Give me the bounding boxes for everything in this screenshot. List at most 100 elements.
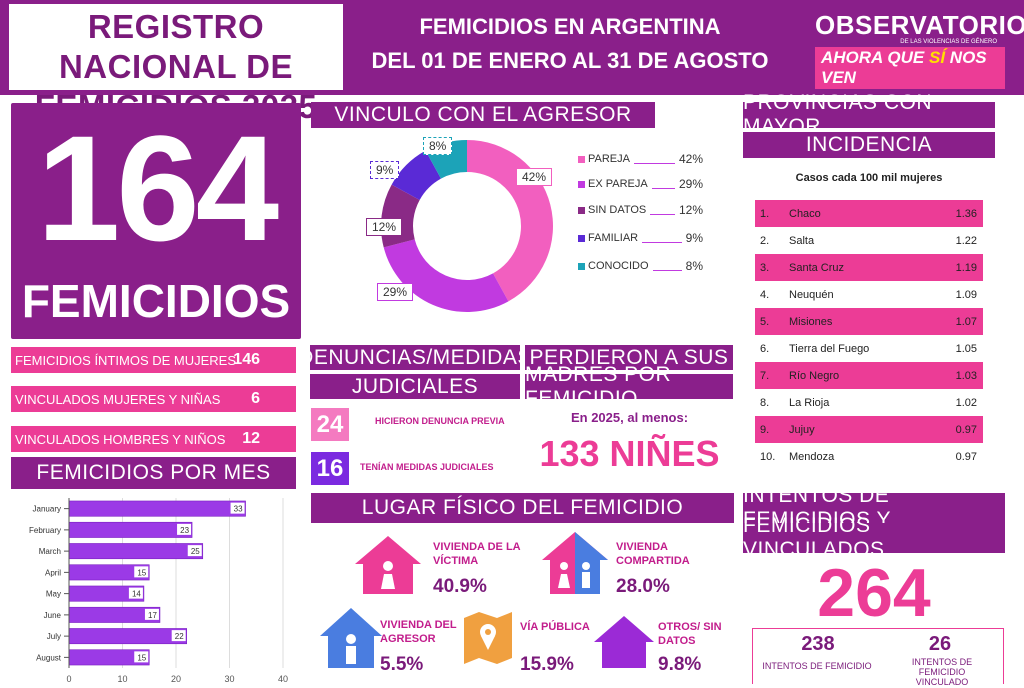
intentos-vinculado-label: INTENTOS DE FEMICIDIO VINCULADO: [911, 657, 973, 687]
denuncia-previa-label: HICIERON DENUNCIA PREVIA: [375, 416, 505, 426]
row-value: 1.03: [955, 369, 977, 382]
data-label: 33: [234, 505, 243, 514]
legend-label: CONOCIDO: [588, 260, 649, 272]
house-shared-icon: [542, 532, 608, 594]
table-row: 3. Santa Cruz 1.19: [755, 254, 983, 281]
stat-value: 146: [233, 351, 260, 368]
place-pct-otros: 9.8%: [658, 654, 702, 675]
row-province: Santa Cruz: [789, 261, 845, 274]
legend-sin-datos: SIN DATOS 12%: [578, 203, 703, 217]
row-value: 1.07: [955, 315, 977, 328]
donut-slice-ex-pareja: [383, 239, 509, 312]
house-other-icon: [594, 616, 654, 668]
provincias-subtitle: Casos cada 100 mil mujeres: [795, 172, 943, 184]
place-name-via-publica: VÍA PÚBLICA: [520, 621, 590, 633]
x-tick-label: 0: [66, 674, 71, 684]
legend-ex-pareja: EX PAREJA 29%: [578, 177, 703, 191]
row-value: 0.97: [955, 423, 977, 436]
monthly-title: FEMICIDIOS POR MES: [11, 457, 296, 489]
logo-slogan-b: NOS VEN: [821, 48, 987, 87]
row-value: 1.36: [955, 207, 977, 220]
data-label: 14: [132, 590, 141, 599]
intentos-femicidio-value: 238: [801, 633, 835, 655]
category-label: February: [29, 526, 61, 535]
data-label-bg: [134, 566, 149, 578]
denuncias-title-line1: DENUNCIAS/MEDIDAS: [298, 345, 532, 370]
data-label-bg: [134, 651, 149, 663]
stat-row-vinculados-mujeres: VINCULADOS MUJERES Y NIÑAS 6: [11, 386, 296, 412]
main-title-line1: REGISTRO NACIONAL DE: [58, 8, 294, 85]
row-rank: 10.: [760, 450, 776, 463]
data-label-bg: [177, 523, 192, 535]
donut-label-conocido: 8%: [423, 137, 453, 155]
row-value: 1.22: [955, 234, 977, 247]
category-label: March: [39, 547, 61, 556]
header-subtitle-line1: FEMICIDIOS EN ARGENTINA: [419, 14, 721, 39]
row-value: 1.05: [955, 342, 977, 355]
row-rank: 9.: [760, 423, 770, 436]
row-rank: 1.: [760, 207, 770, 220]
logo-slogan-a: AHORA QUE: [821, 48, 929, 67]
logo-slogan-si: SÍ: [929, 48, 946, 67]
category-label: January: [33, 505, 61, 514]
donut-slice-pareja: [467, 140, 554, 302]
legend-line: [642, 241, 682, 243]
table-row: 1. Chaco 1.36: [755, 200, 983, 227]
legend-pareja: PAREJA 42%: [578, 152, 703, 166]
data-label-bg: [128, 587, 143, 599]
provincias-table: 1. Chaco 1.36 2. Salta 1.22 3. Santa Cruz 1.19…: [755, 200, 983, 470]
legend-swatch: [578, 234, 585, 242]
place-name-agresor: VIVIENDA DEL AGRESOR: [380, 619, 457, 645]
intentos-title-line2: FEMICIDIOS VINCULADOS: [743, 514, 1005, 561]
vinculo-title: VINCULO CON EL AGRESOR: [311, 102, 655, 128]
table-row: 2. Salta 1.22: [755, 227, 983, 254]
stat-row-intimos: FEMICIDIOS ÍNTIMOS DE MUJERES 146: [11, 347, 296, 373]
bar: [68, 628, 187, 645]
table-row: 8. La Rioja 1.02: [755, 389, 983, 416]
ninos-subtitle: En 2025, al menos:: [570, 410, 689, 425]
place-pct-victima: 40.9%: [433, 576, 487, 597]
donut-label-sin-datos: 12%: [366, 218, 403, 236]
donut-label-ex-pareja: 29%: [377, 283, 414, 301]
donut-label-familiar: 9%: [370, 161, 400, 179]
row-value: 1.09: [955, 288, 977, 301]
row-value: 1.19: [955, 261, 977, 274]
stat-label: VINCULADOS MUJERES Y NIÑAS: [15, 391, 221, 407]
row-province: Neuquén: [789, 288, 834, 301]
bar: [68, 543, 204, 560]
legend-percent: 42%: [678, 152, 703, 166]
row-province: Mendoza: [789, 450, 835, 463]
house-aggressor-icon: [320, 608, 382, 668]
total-number: 164: [36, 104, 279, 272]
map-icon: [464, 612, 512, 664]
logo-name: OBSERVATORIO: [815, 10, 1024, 40]
row-province: Río Negro: [789, 369, 840, 382]
stat-value: 12: [242, 430, 260, 447]
provincias-title-line2: INCIDENCIA: [743, 132, 995, 158]
total-box: 164 FEMICIDIOS: [11, 103, 301, 339]
logo-tagline: DE LAS VIOLENCIAS DE GÉNERO: [900, 39, 997, 45]
category-label: June: [44, 611, 62, 620]
data-label: 15: [137, 653, 146, 662]
data-label-bg: [171, 630, 186, 642]
row-province: Misiones: [789, 315, 833, 328]
data-label-bg: [230, 502, 245, 514]
house-victim-icon: [355, 536, 421, 594]
legend-line: [652, 269, 682, 271]
header-subtitle: FEMICIDIOS EN ARGENTINA DEL 01 DE ENERO …: [360, 10, 780, 78]
denuncias-title-line2: JUDICIALES: [310, 374, 520, 399]
row-province: Chaco: [789, 207, 821, 220]
row-rank: 8.: [760, 396, 770, 409]
medidas-judiciales-label: TENÍAN MEDIDAS JUDICIALES: [360, 462, 494, 472]
legend-label: PAREJA: [588, 153, 630, 165]
legend-conocido: CONOCIDO 8%: [578, 259, 703, 273]
intentos-total: 264: [817, 555, 931, 631]
row-province: Salta: [789, 234, 815, 247]
table-row: 4. Neuquén 1.09: [755, 281, 983, 308]
intentos-femicidio-label: INTENTOS DE FEMICIDIO: [762, 661, 872, 671]
intentos-breakdown-box: 238 INTENTOS DE FEMICIDIO 26 INTENTOS DE…: [752, 628, 1004, 687]
table-row: 7. Río Negro 1.03: [755, 362, 983, 389]
row-value: 0.97: [955, 450, 977, 463]
table-row: 6. Tierra del Fuego 1.05: [755, 335, 983, 362]
row-rank: 3.: [760, 261, 770, 274]
